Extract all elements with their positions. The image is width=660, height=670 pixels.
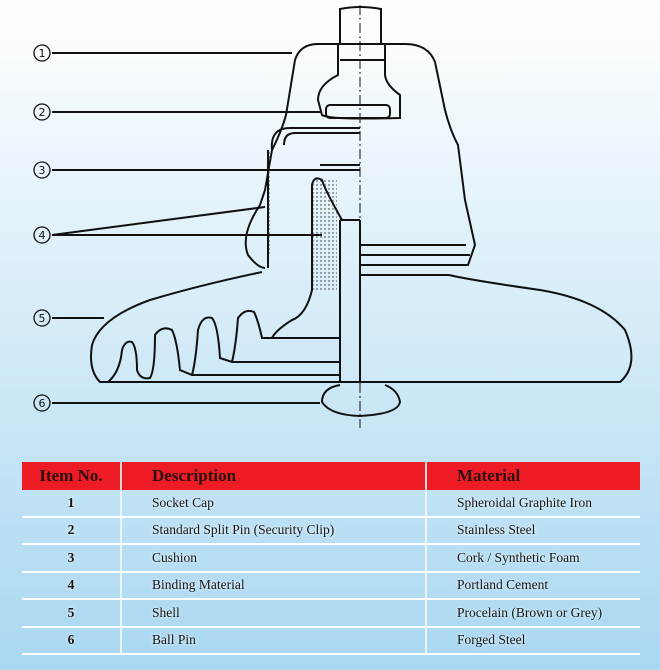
cell-description: Ball Pin <box>120 626 426 655</box>
callout-label-2: 2 <box>39 106 46 119</box>
shell <box>90 271 633 383</box>
cell-material: Procelain (Brown or Grey) <box>425 599 640 628</box>
table-row: 5 Shell Procelain (Brown or Grey) <box>22 599 640 628</box>
callout-2 <box>33 103 322 121</box>
table-header-row: Item No. Description Material <box>22 462 640 490</box>
callout-4 <box>33 206 322 244</box>
header-material: Material <box>425 462 640 490</box>
callout-1 <box>33 44 292 62</box>
callout-label-5: 5 <box>39 312 46 325</box>
cell-description: Binding Material <box>120 571 426 600</box>
cell-description: Cushion <box>120 544 426 573</box>
callout-label-6: 6 <box>39 397 46 410</box>
callout-6 <box>33 394 320 412</box>
cell-description: Socket Cap <box>120 490 426 518</box>
callout-label-3: 3 <box>39 164 46 177</box>
cell-material: Stainless Steel <box>425 516 640 545</box>
cell-item-no: 4 <box>22 571 121 600</box>
cell-item-no: 6 <box>22 626 121 655</box>
table-row: 1 Socket Cap Spheroidal Graphite Iron <box>22 490 640 518</box>
table-row: 3 Cushion Cork / Synthetic Foam <box>22 544 640 573</box>
socket <box>316 45 401 120</box>
cell-material: Forged Steel <box>425 626 640 655</box>
header-item-no: Item No. <box>22 462 121 490</box>
cell-item-no: 2 <box>22 516 121 545</box>
cell-material: Portland Cement <box>425 571 640 600</box>
parts-table: Item No. Description Material 1 Socket Ca… <box>22 462 640 655</box>
callout-5 <box>33 309 104 327</box>
cell-item-no: 5 <box>22 599 121 628</box>
cell-material: Spheroidal Graphite Iron <box>425 490 640 518</box>
callout-3 <box>33 161 320 179</box>
ball-pin <box>339 219 361 382</box>
cell-description: Standard Split Pin (Security Clip) <box>120 516 426 545</box>
table-row: 4 Binding Material Portland Cement <box>22 571 640 600</box>
callout-label-1: 1 <box>39 47 46 60</box>
table-row: 6 Ball Pin Forged Steel <box>22 626 640 655</box>
insulator-cross-section-diagram: 1 2 3 4 5 6 <box>33 5 633 428</box>
split-pin <box>325 104 391 119</box>
cell-description: Shell <box>120 599 426 628</box>
cell-item-no: 3 <box>22 544 121 573</box>
header-description: Description <box>120 462 426 490</box>
table-row: 2 Standard Split Pin (Security Clip) Stain… <box>22 516 640 545</box>
callout-label-4: 4 <box>39 229 46 242</box>
cell-material: Cork / Synthetic Foam <box>425 544 640 573</box>
ball-pin-head <box>320 384 402 418</box>
cell-item-no: 1 <box>22 490 121 518</box>
socket-cap <box>294 43 477 266</box>
